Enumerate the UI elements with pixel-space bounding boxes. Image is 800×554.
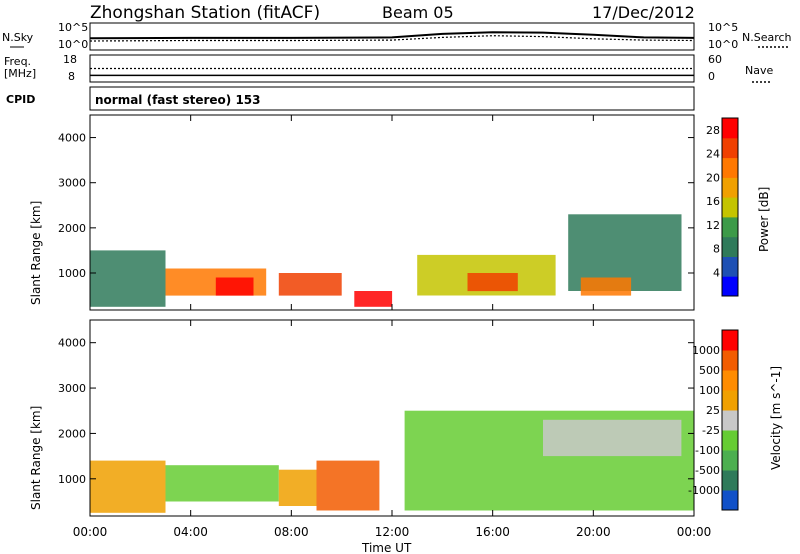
power-region-4 bbox=[354, 291, 393, 307]
nsearch-tick-bottom: 10^0 bbox=[708, 38, 738, 51]
nsky-tick-top: 10^5 bbox=[58, 21, 88, 34]
velocity-colorbar-tick-0: 1000 bbox=[692, 344, 720, 357]
velocity-colorbar-tick-2: 100 bbox=[699, 384, 720, 397]
power-region-6 bbox=[467, 273, 518, 292]
time-tick-label-1: 04:00 bbox=[173, 525, 208, 539]
freq-tick-bottom: 8 bbox=[68, 70, 75, 83]
time-tick-label-5: 20:00 bbox=[576, 525, 611, 539]
velocity-colorbar-swatch-2 bbox=[722, 450, 738, 471]
velocity-region-3 bbox=[316, 460, 380, 511]
power-colorbar-swatch-6 bbox=[722, 157, 738, 178]
power-heatmap bbox=[90, 214, 682, 307]
power-colorbar-tick-6: 28 bbox=[706, 124, 720, 137]
noise-panel-frame bbox=[89, 22, 695, 51]
power-colorbar-swatch-3 bbox=[722, 216, 738, 238]
power-y-axis: 1000 2000 3000 4000 bbox=[58, 132, 694, 280]
station-title: Zhongshan Station (fitACF) bbox=[90, 3, 320, 23]
velocity-colorbar-tick-4: -25 bbox=[702, 424, 720, 437]
noise-line-nsky bbox=[89, 31, 695, 40]
velocity-colorbar-swatch-8 bbox=[722, 330, 738, 351]
velocity-y-axis: 1000 2000 3000 4000 bbox=[58, 337, 694, 486]
time-tick-label-6: 00:00 bbox=[677, 525, 712, 539]
velocity-colorbar-swatch-7 bbox=[722, 350, 738, 371]
power-ytick-label-1: 2000 bbox=[58, 222, 86, 235]
time-tick-label-4: 16:00 bbox=[475, 525, 510, 539]
velocity-ylabel: Slant Range [km] bbox=[29, 406, 43, 510]
noise-line-nsearch bbox=[89, 35, 695, 42]
velocity-colorbar-tick-7: -1000 bbox=[688, 484, 720, 497]
beam-label: Beam 05 bbox=[382, 3, 454, 22]
power-region-3 bbox=[278, 273, 342, 296]
power-ytick-label-2: 3000 bbox=[58, 177, 86, 190]
velocity-ytick-label-2: 3000 bbox=[58, 382, 86, 395]
power-colorbar-swatch-1 bbox=[722, 256, 738, 277]
noise-series bbox=[89, 31, 695, 42]
power-region-0 bbox=[90, 250, 166, 307]
power-colorbar-tick-1: 8 bbox=[713, 243, 720, 256]
velocity-colorbar-swatch-6 bbox=[722, 370, 738, 391]
cpid-label: CPID bbox=[6, 93, 35, 106]
velocity-colorbar-frame bbox=[721, 329, 739, 511]
velocity-region-2 bbox=[278, 469, 317, 506]
nsky-label: N.Sky bbox=[2, 31, 34, 44]
power-colorbar-swatch-7 bbox=[722, 137, 738, 159]
power-ylabel: Slant Range [km] bbox=[29, 201, 43, 305]
power-region-8 bbox=[580, 277, 632, 296]
power-colorbar-tick-2: 12 bbox=[706, 219, 720, 232]
velocity-colorbar-label: Velocity [m s^-1] bbox=[769, 366, 783, 470]
time-tick-label-2: 08:00 bbox=[274, 525, 309, 539]
power-colorbar-swatch-8 bbox=[722, 118, 738, 139]
power-colorbar-tick-3: 16 bbox=[706, 195, 720, 208]
nsky-tick-bottom: 10^0 bbox=[58, 38, 88, 51]
freq-unit-label: [MHz] bbox=[4, 67, 36, 80]
cpid-panel-frame bbox=[89, 86, 695, 111]
velocity-colorbar-swatch-1 bbox=[722, 470, 738, 491]
nave-tick-bottom: 0 bbox=[708, 70, 715, 83]
power-colorbar-swatch-0 bbox=[722, 276, 738, 297]
power-colorbar: 4 8 12 16 20 24 28 bbox=[706, 117, 739, 297]
power-region-2 bbox=[215, 277, 254, 296]
freq-tick-top: 18 bbox=[63, 53, 77, 66]
power-colorbar-label: Power [dB] bbox=[757, 187, 771, 252]
cpid-mode-text: normal (fast stereo) 153 bbox=[95, 93, 261, 107]
velocity-colorbar-tick-3: 25 bbox=[706, 404, 720, 417]
power-ytick-label-3: 4000 bbox=[58, 132, 86, 145]
velocity-colorbar-swatch-4 bbox=[722, 410, 738, 431]
freq-label: Freq. bbox=[4, 55, 31, 68]
velocity-colorbar-swatch-3 bbox=[722, 430, 738, 451]
power-colorbar-tick-0: 4 bbox=[713, 266, 720, 279]
velocity-ytick-label-3: 4000 bbox=[58, 337, 86, 350]
power-colorbar-swatch-2 bbox=[722, 236, 738, 257]
velocity-colorbar: 1000 500 100 25 -25 -100 -500 -1000 bbox=[688, 329, 739, 511]
velocity-region-0 bbox=[90, 460, 166, 513]
power-colorbar-frame bbox=[721, 117, 739, 297]
power-colorbar-swatch-5 bbox=[722, 177, 738, 198]
power-colorbar-tick-4: 20 bbox=[706, 171, 720, 184]
time-tick-label-3: 12:00 bbox=[375, 525, 410, 539]
velocity-region-1 bbox=[165, 465, 279, 502]
time-axis: 00:00 04:00 08:00 12:00 16:00 20:00 00:00 bbox=[73, 115, 712, 539]
power-colorbar-tick-5: 24 bbox=[706, 148, 720, 161]
velocity-ytick-label-1: 2000 bbox=[58, 427, 86, 440]
velocity-colorbar-swatch-0 bbox=[722, 490, 738, 511]
velocity-region-5 bbox=[543, 419, 682, 457]
power-ytick-label-0: 1000 bbox=[58, 267, 86, 280]
time-tick-label-0: 00:00 bbox=[73, 525, 108, 539]
velocity-colorbar-tick-5: -100 bbox=[695, 444, 720, 457]
nsearch-label: N.Search bbox=[742, 31, 792, 44]
power-colorbar-swatch-4 bbox=[722, 197, 738, 218]
time-axis-label: Time UT bbox=[361, 541, 412, 554]
freq-series bbox=[90, 67, 694, 77]
nave-label: Nave bbox=[745, 64, 773, 77]
velocity-colorbar-tick-6: -500 bbox=[695, 464, 720, 477]
velocity-colorbar-swatch-5 bbox=[722, 390, 738, 411]
nsearch-tick-top: 10^5 bbox=[708, 21, 738, 34]
nave-tick-top: 60 bbox=[708, 53, 722, 66]
velocity-colorbar-tick-1: 500 bbox=[699, 364, 720, 377]
velocity-ytick-label-0: 1000 bbox=[58, 473, 86, 486]
date-label: 17/Dec/2012 bbox=[592, 3, 695, 22]
velocity-heatmap bbox=[90, 410, 694, 513]
